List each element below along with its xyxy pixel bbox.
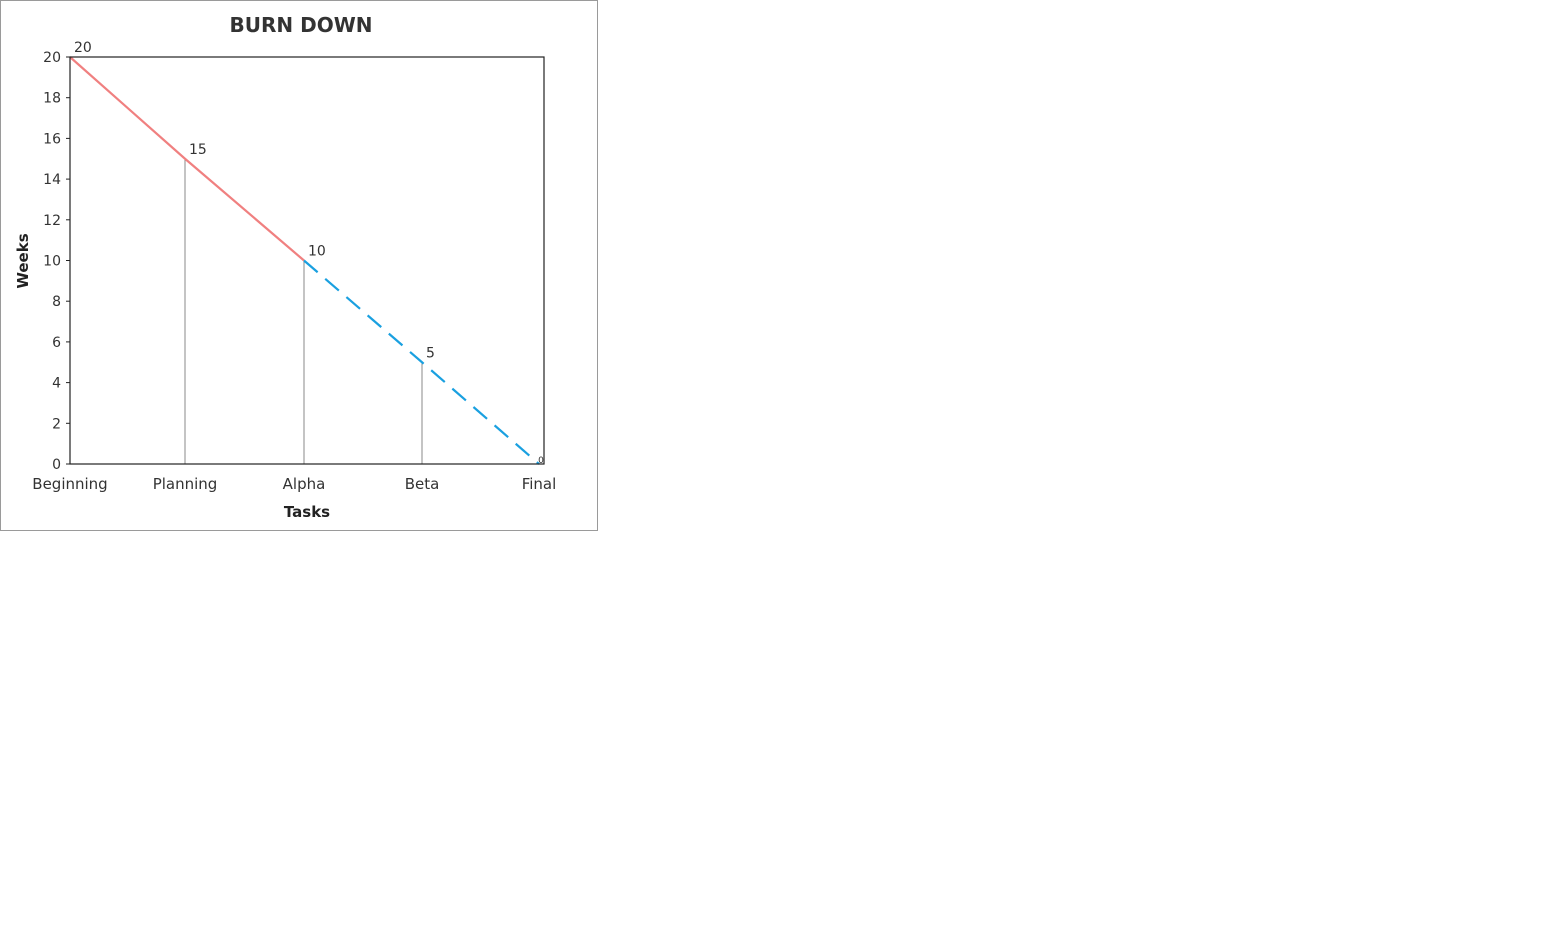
y-tick-label: 0 [52, 457, 61, 473]
y-tick-label: 12 [43, 213, 61, 229]
y-tick-label: 20 [43, 50, 61, 66]
burn-down-chart: BURN DOWN 0 2 4 6 8 10 12 14 16 18 20 Beginning Pla… [14, 13, 556, 521]
chart-frame: BURN DOWN 0 2 4 6 8 10 12 14 16 18 20 Beginning Pla… [0, 0, 598, 531]
chart-title: BURN DOWN [230, 13, 373, 37]
y-tick-label: 4 [52, 376, 61, 392]
data-labels: 20 15 10 5 0 [74, 40, 544, 466]
y-tick-label: 14 [43, 172, 61, 188]
y-tick-label: 16 [43, 131, 61, 147]
plot-area [69, 56, 545, 465]
y-tick-label: 6 [52, 335, 61, 351]
y-axis-ticks: 0 2 4 6 8 10 12 14 16 18 20 [43, 50, 70, 473]
x-tick-label: Beginning [32, 475, 107, 493]
data-label: 15 [189, 142, 207, 158]
y-tick-label: 8 [52, 294, 61, 310]
x-tick-label: Planning [153, 475, 218, 493]
data-label: 0 [538, 456, 544, 466]
series-lines [69, 56, 540, 465]
series-line-2 [303, 259, 540, 465]
data-label: 20 [74, 40, 92, 56]
x-axis-label: Tasks [284, 503, 330, 521]
y-tick-label: 2 [52, 416, 61, 432]
x-tick-label: Alpha [283, 475, 326, 493]
data-label: 10 [308, 244, 326, 260]
x-axis-ticks: Beginning Planning Alpha Beta Final [32, 475, 556, 493]
drop-lines [184, 158, 423, 464]
y-tick-label: 18 [43, 91, 61, 107]
x-tick-label: Beta [405, 475, 440, 493]
y-axis-label: Weeks [14, 233, 32, 288]
data-label: 5 [426, 345, 435, 361]
x-tick-label: Final [522, 475, 557, 493]
series-line-1 [69, 56, 305, 262]
y-tick-label: 10 [43, 254, 61, 270]
